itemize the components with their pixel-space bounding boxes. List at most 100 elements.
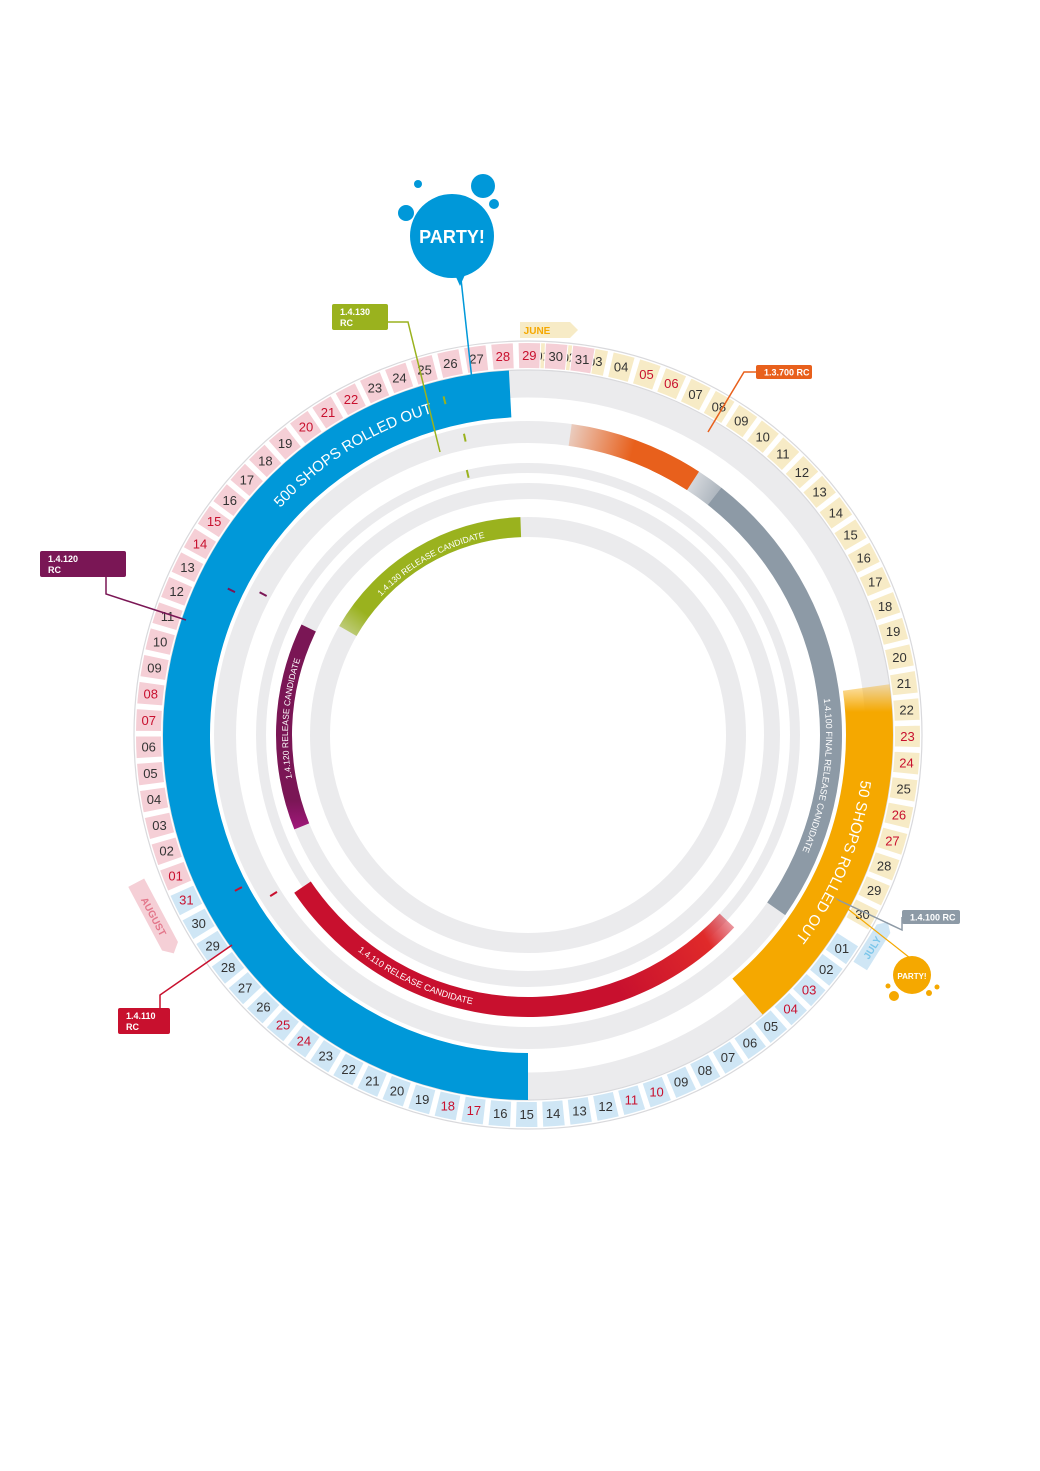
day-cell-bg [181,907,217,941]
day-cell-bg [182,527,218,561]
day-label: 30 [191,916,205,931]
day-label: 29 [867,883,881,898]
day-cell-bg [487,1099,513,1128]
month-tag-label: JUNE [524,326,551,337]
day-cell-june-27: 27 [876,826,909,856]
day-cell-august-26: 26 [436,348,464,380]
day-label: 06 [664,376,678,391]
day-cell-august-12: 12 [159,575,194,607]
day-cell-august-13: 13 [170,550,205,584]
day-cell-august-25: 25 [409,353,440,386]
day-cell-july-29: 29 [194,929,231,964]
day-label: 15 [843,528,857,543]
day-label: 05 [143,766,157,781]
day-label: 20 [892,650,906,665]
day-label: 18 [878,599,892,614]
day-label: 18 [258,454,272,469]
day-cell-august-16: 16 [211,482,248,518]
day-label: 02 [819,962,833,977]
party-big-string [459,269,473,381]
day-cell-bg [436,348,464,380]
day-cell-bg [407,1083,437,1116]
day-cell-august-01: 01 [158,860,193,892]
day-cell-bg [267,425,303,462]
day-label: 23 [319,1049,333,1064]
day-cell-bg [592,1090,620,1122]
day-cell-bg [616,1084,647,1117]
day-cell-august-09: 09 [139,653,170,682]
day-label: 01 [168,868,182,883]
day-cell-august-06: 06 [134,735,163,760]
day-cell-bg [892,750,921,776]
day-cell-july-31: 31 [169,884,204,917]
day-label: 28 [221,960,235,975]
day-cell-bg [383,361,415,395]
day-cell-june-07: 07 [679,377,713,412]
day-cell-bg [210,950,246,986]
day-cell-june-15: 15 [833,517,869,552]
day-cell-bg [888,669,919,697]
day-label: 28 [877,859,891,874]
day-cell-bg [688,1053,722,1088]
day-cell-bg [227,970,263,1006]
day-cell-july-26: 26 [245,989,281,1025]
marker-tick-1 [442,396,447,405]
day-cell-august-15: 15 [196,504,232,539]
flag-110-rc-leader [159,944,233,1008]
day-cell-august-23: 23 [358,370,391,405]
day-cell-july-19: 19 [407,1083,437,1116]
day-cell-bg [543,342,569,371]
day-label: 26 [256,1000,270,1015]
day-label: 11 [776,446,790,461]
day-label: 04 [147,792,161,807]
day-cell-bg [541,1099,566,1128]
day-cell-june-25: 25 [888,776,919,803]
day-cell-bg [245,989,281,1025]
day-cell-bg [158,860,193,892]
day-cell-bg [883,643,915,671]
party-small-bubble-4 [885,983,891,989]
flag-130-rc-box [332,304,388,330]
day-cell-june-26: 26 [883,801,915,830]
party-big-bubble-1 [471,174,495,198]
day-cell-bg [247,443,283,479]
day-cell-july-13: 13 [566,1095,594,1126]
day-label: 27 [238,980,252,995]
day-label: 24 [899,755,913,770]
flag-110-rc-box [118,1008,170,1034]
day-cell-bg [150,836,184,867]
day-label: 09 [734,414,748,429]
day-label: 03 [152,818,166,833]
day-label: 28 [496,349,510,364]
day-cell-august-30: 30 [543,342,569,371]
day-label: 14 [829,506,843,521]
day-cell-july-21: 21 [356,1064,389,1099]
day-cell-july-27: 27 [227,970,263,1006]
day-cell-bg [857,874,892,907]
day-cell-june-11: 11 [765,436,801,472]
day-label: 02 [159,844,173,859]
flag-13700-rc-line1: 1.3.700 RC [764,368,810,378]
arc-130-rc [339,517,522,636]
flag-130-rc-leader [388,321,441,453]
day-label: 07 [688,387,702,402]
day-label: 05 [764,1019,778,1034]
day-label: 06 [141,739,155,754]
day-cell-bg [784,454,820,490]
day-cell-bg [433,1090,462,1122]
day-cell-june-06: 06 [656,366,688,401]
flag-13700-rc-leader [707,371,756,433]
day-label: 15 [207,514,221,529]
day-label: 10 [153,634,167,649]
party-big-bubble-5 [471,202,479,210]
day-label: 26 [892,808,906,823]
day-cell-july-14: 14 [541,1099,566,1128]
day-cell-june-20: 20 [883,643,915,671]
day-cell-bg [607,351,636,384]
day-label: 19 [886,624,900,639]
day-cell-july-30: 30 [181,907,217,941]
day-cell-bg [665,1065,698,1100]
day-label: 21 [897,676,911,691]
